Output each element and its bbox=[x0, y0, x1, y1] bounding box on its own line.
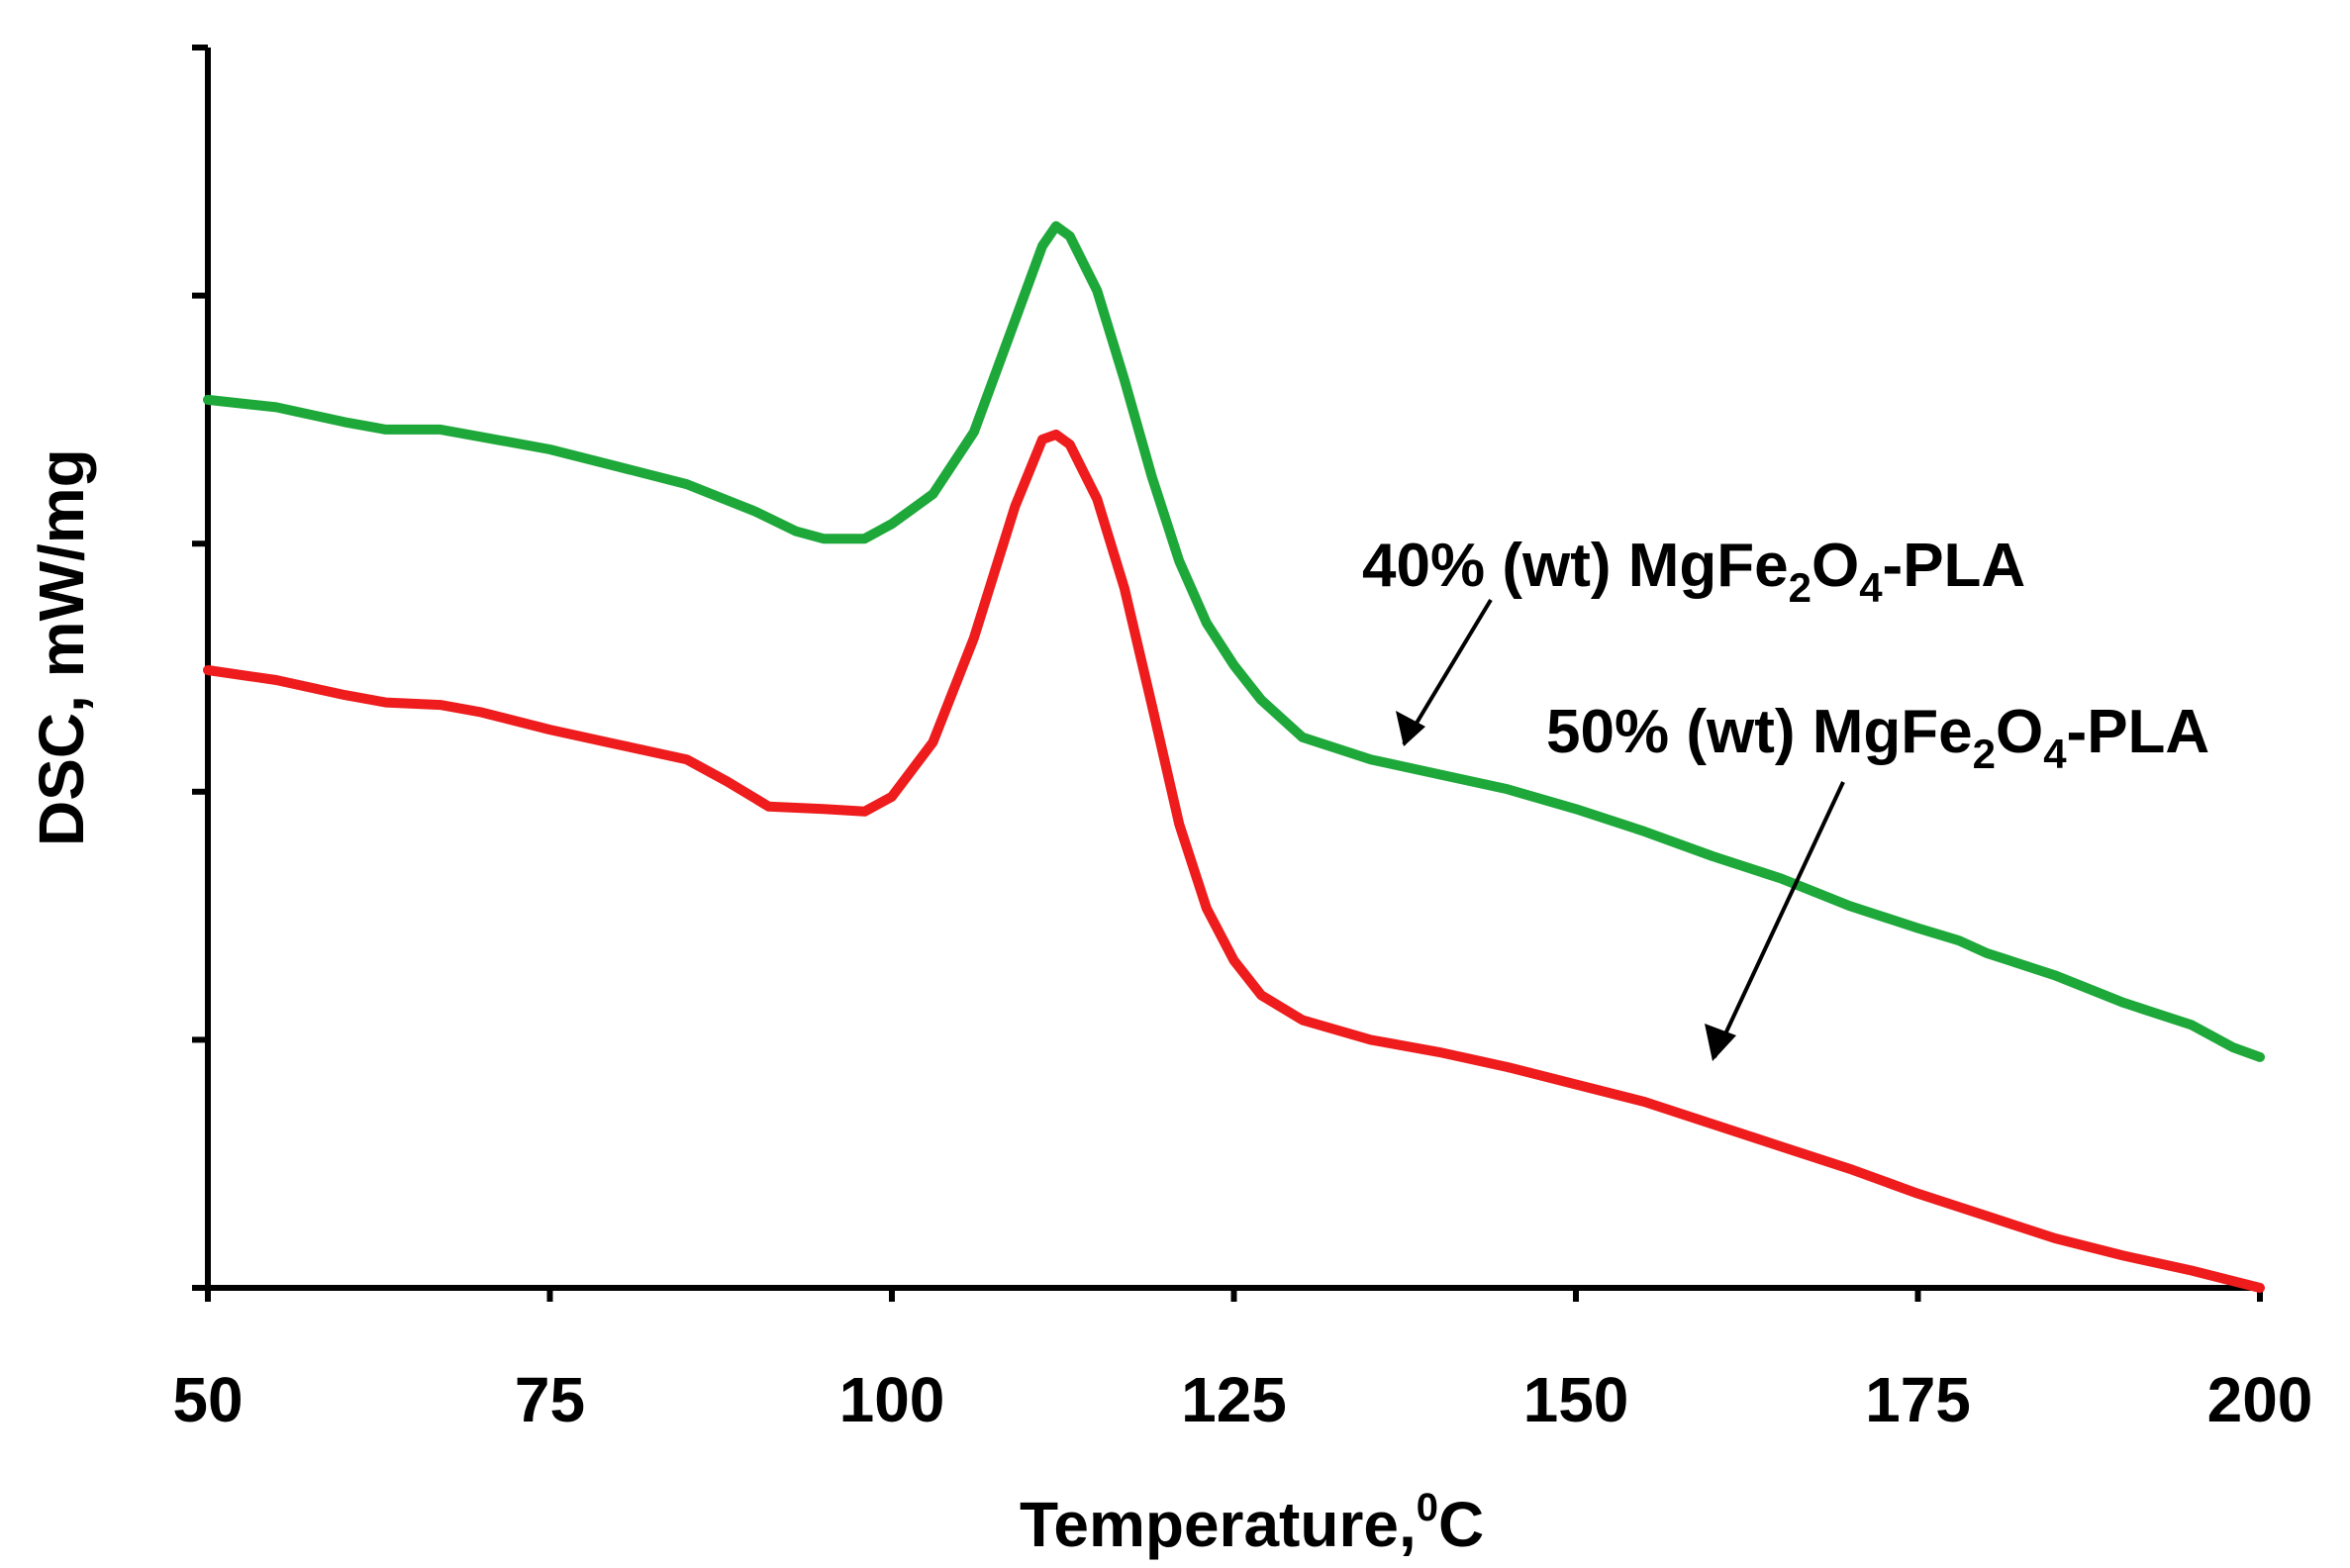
annotation-50-sub2: 4 bbox=[2043, 731, 2067, 777]
annotation-40-arrow bbox=[1396, 598, 1493, 746]
annotation-40-label: 40% (wt) MgFe2O4-PLA bbox=[1362, 532, 2025, 611]
annotation-40-sub1: 2 bbox=[1789, 564, 1811, 611]
x-tick-label-100: 100 bbox=[839, 1364, 945, 1435]
x-tick-label-75: 75 bbox=[515, 1364, 585, 1435]
series-line-40-percent bbox=[203, 221, 2265, 1062]
x-axis-title-superscript: 0 bbox=[1417, 1486, 1438, 1529]
annotation-40-prefix: 40% (wt) MgFe bbox=[1362, 532, 1789, 600]
annotation-50-label: 50% (wt) MgFe2O4-PLA bbox=[1546, 698, 2209, 777]
x-axis-title-text: Temperature, bbox=[1020, 1489, 1417, 1560]
x-tick-label-150: 150 bbox=[1523, 1364, 1629, 1435]
x-axis-title-unit: C bbox=[1438, 1489, 1484, 1560]
annotation-50-mid: O bbox=[1996, 698, 2043, 766]
annotation-50-arrow bbox=[1705, 781, 1845, 1061]
annotation-50-arrow-shaft bbox=[1713, 781, 1845, 1058]
x-tick-group: 50 75 100 125 150 175 200 bbox=[172, 1288, 2312, 1435]
annotation-50-prefix: 50% (wt) MgFe bbox=[1546, 698, 1973, 766]
annotation-40-arrow-shaft bbox=[1402, 598, 1493, 746]
x-tick-label-125: 125 bbox=[1181, 1364, 1287, 1435]
annotation-40-arrow-head bbox=[1396, 711, 1425, 746]
annotation-40-suffix: -PLA bbox=[1883, 532, 2026, 600]
x-axis-title: Temperature,0C bbox=[1020, 1486, 1484, 1560]
x-tick-label-200: 200 bbox=[2207, 1364, 2313, 1435]
annotation-50-sub1: 2 bbox=[1973, 731, 1996, 777]
annotation-50-suffix: -PLA bbox=[2067, 698, 2210, 766]
annotation-40-mid: O bbox=[1811, 532, 1859, 600]
x-tick-label-175: 175 bbox=[1865, 1364, 1971, 1435]
series-group bbox=[203, 221, 2265, 1293]
annotation-40-sub2: 4 bbox=[1859, 564, 1883, 611]
annotation-50-arrow-head bbox=[1705, 1024, 1736, 1061]
y-tick-group bbox=[192, 45, 208, 1291]
x-tick-label-50: 50 bbox=[172, 1364, 243, 1435]
y-axis-title: DSC, mW/mg bbox=[26, 448, 97, 846]
series-line-50-percent bbox=[203, 429, 2265, 1293]
